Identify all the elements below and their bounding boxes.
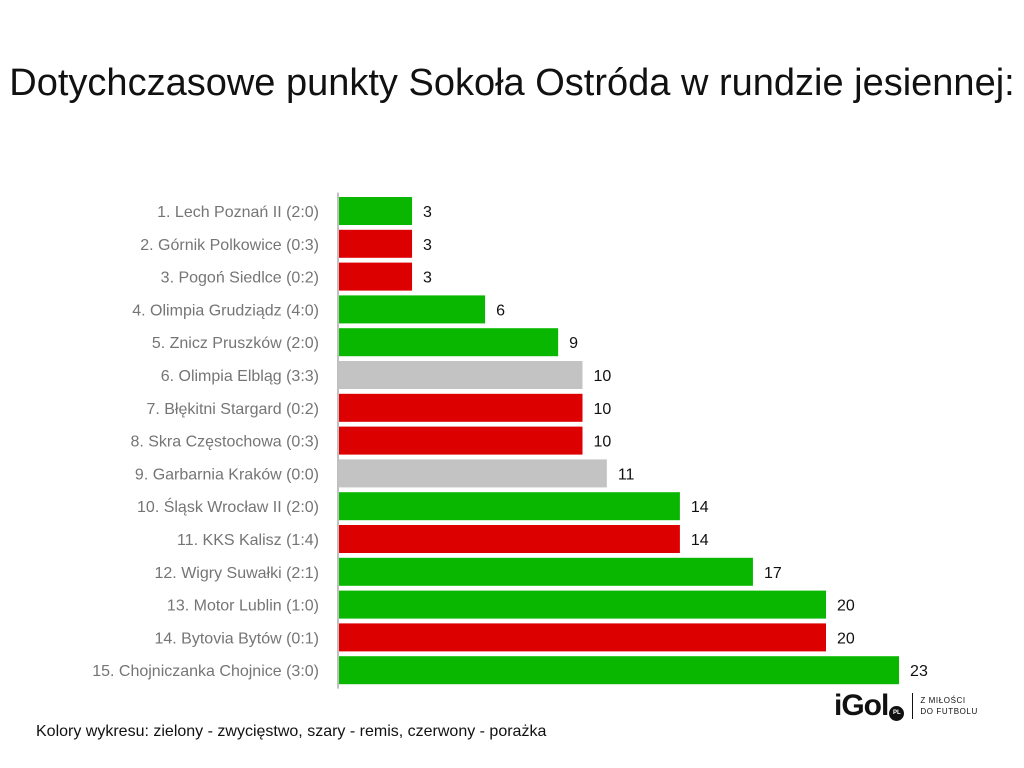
category-label: 11. KKS Kalisz (1:4)	[177, 532, 319, 549]
value-label: 11	[618, 466, 635, 483]
category-label: 5. Znicz Pruszków (2:0)	[152, 335, 319, 352]
bar	[339, 459, 607, 488]
bar	[339, 229, 413, 258]
bar	[339, 262, 413, 291]
value-label: 6	[496, 302, 505, 319]
bar	[339, 393, 583, 422]
category-label: 7. Błękitni Stargard (0:2)	[146, 401, 319, 418]
category-label: 3. Pogoń Siedlce (0:2)	[161, 270, 319, 287]
category-label: 15. Chojniczanka Chojnice (3:0)	[92, 663, 319, 680]
bar	[339, 361, 583, 389]
category-label: 14. Bytovia Bytów (0:1)	[154, 630, 319, 647]
category-label: 1. Lech Poznań II (2:0)	[157, 204, 319, 221]
logo-wordmark: iGol PL	[834, 689, 905, 723]
value-label: 10	[594, 434, 612, 451]
value-label: 3	[423, 270, 432, 287]
value-label: 17	[764, 565, 782, 582]
chart-title: Dotychczasowe punkty Sokoła Ostróda w ru…	[9, 62, 1015, 104]
bar	[339, 656, 900, 685]
value-label: 10	[594, 401, 612, 418]
bar	[339, 557, 753, 586]
bar	[339, 197, 413, 225]
category-label: 9. Garbarnia Kraków (0:0)	[135, 466, 319, 483]
bar	[339, 328, 559, 357]
value-label: 3	[423, 204, 432, 221]
value-label: 20	[837, 630, 855, 647]
category-label: 12. Wigry Suwałki (2:1)	[155, 565, 320, 582]
value-label: 3	[423, 237, 432, 254]
bar	[339, 525, 680, 553]
value-label: 23	[910, 663, 928, 680]
category-label: 6. Olimpia Elbląg (3:3)	[161, 368, 319, 385]
bar	[339, 295, 486, 324]
logo-divider	[912, 693, 914, 719]
category-label: 8. Skra Częstochowa (0:3)	[130, 434, 319, 451]
value-label: 20	[837, 598, 855, 615]
value-label: 14	[691, 499, 709, 516]
category-label: 2. Górnik Polkowice (0:3)	[140, 237, 319, 254]
bar	[339, 590, 826, 619]
igol-logo: iGol PL Z MIŁOŚCI DO FUTBOLU	[834, 688, 978, 724]
value-label: 14	[691, 532, 709, 549]
bar	[339, 426, 583, 455]
bar	[339, 623, 826, 652]
bar	[339, 492, 680, 521]
category-label: 10. Śląsk Wrocław II (2:0)	[137, 497, 319, 516]
category-label: 13. Motor Lublin (1:0)	[167, 598, 319, 615]
category-label: 4. Olimpia Grudziądz (4:0)	[132, 302, 319, 319]
value-label: 10	[594, 368, 612, 385]
logo-tagline: Z MIŁOŚCI DO FUTBOLU	[920, 696, 978, 716]
color-legend-note: Kolory wykresu: zielony - zwycięstwo, sz…	[36, 723, 547, 740]
value-label: 9	[569, 335, 578, 352]
logo-pl-badge: PL	[889, 706, 905, 721]
